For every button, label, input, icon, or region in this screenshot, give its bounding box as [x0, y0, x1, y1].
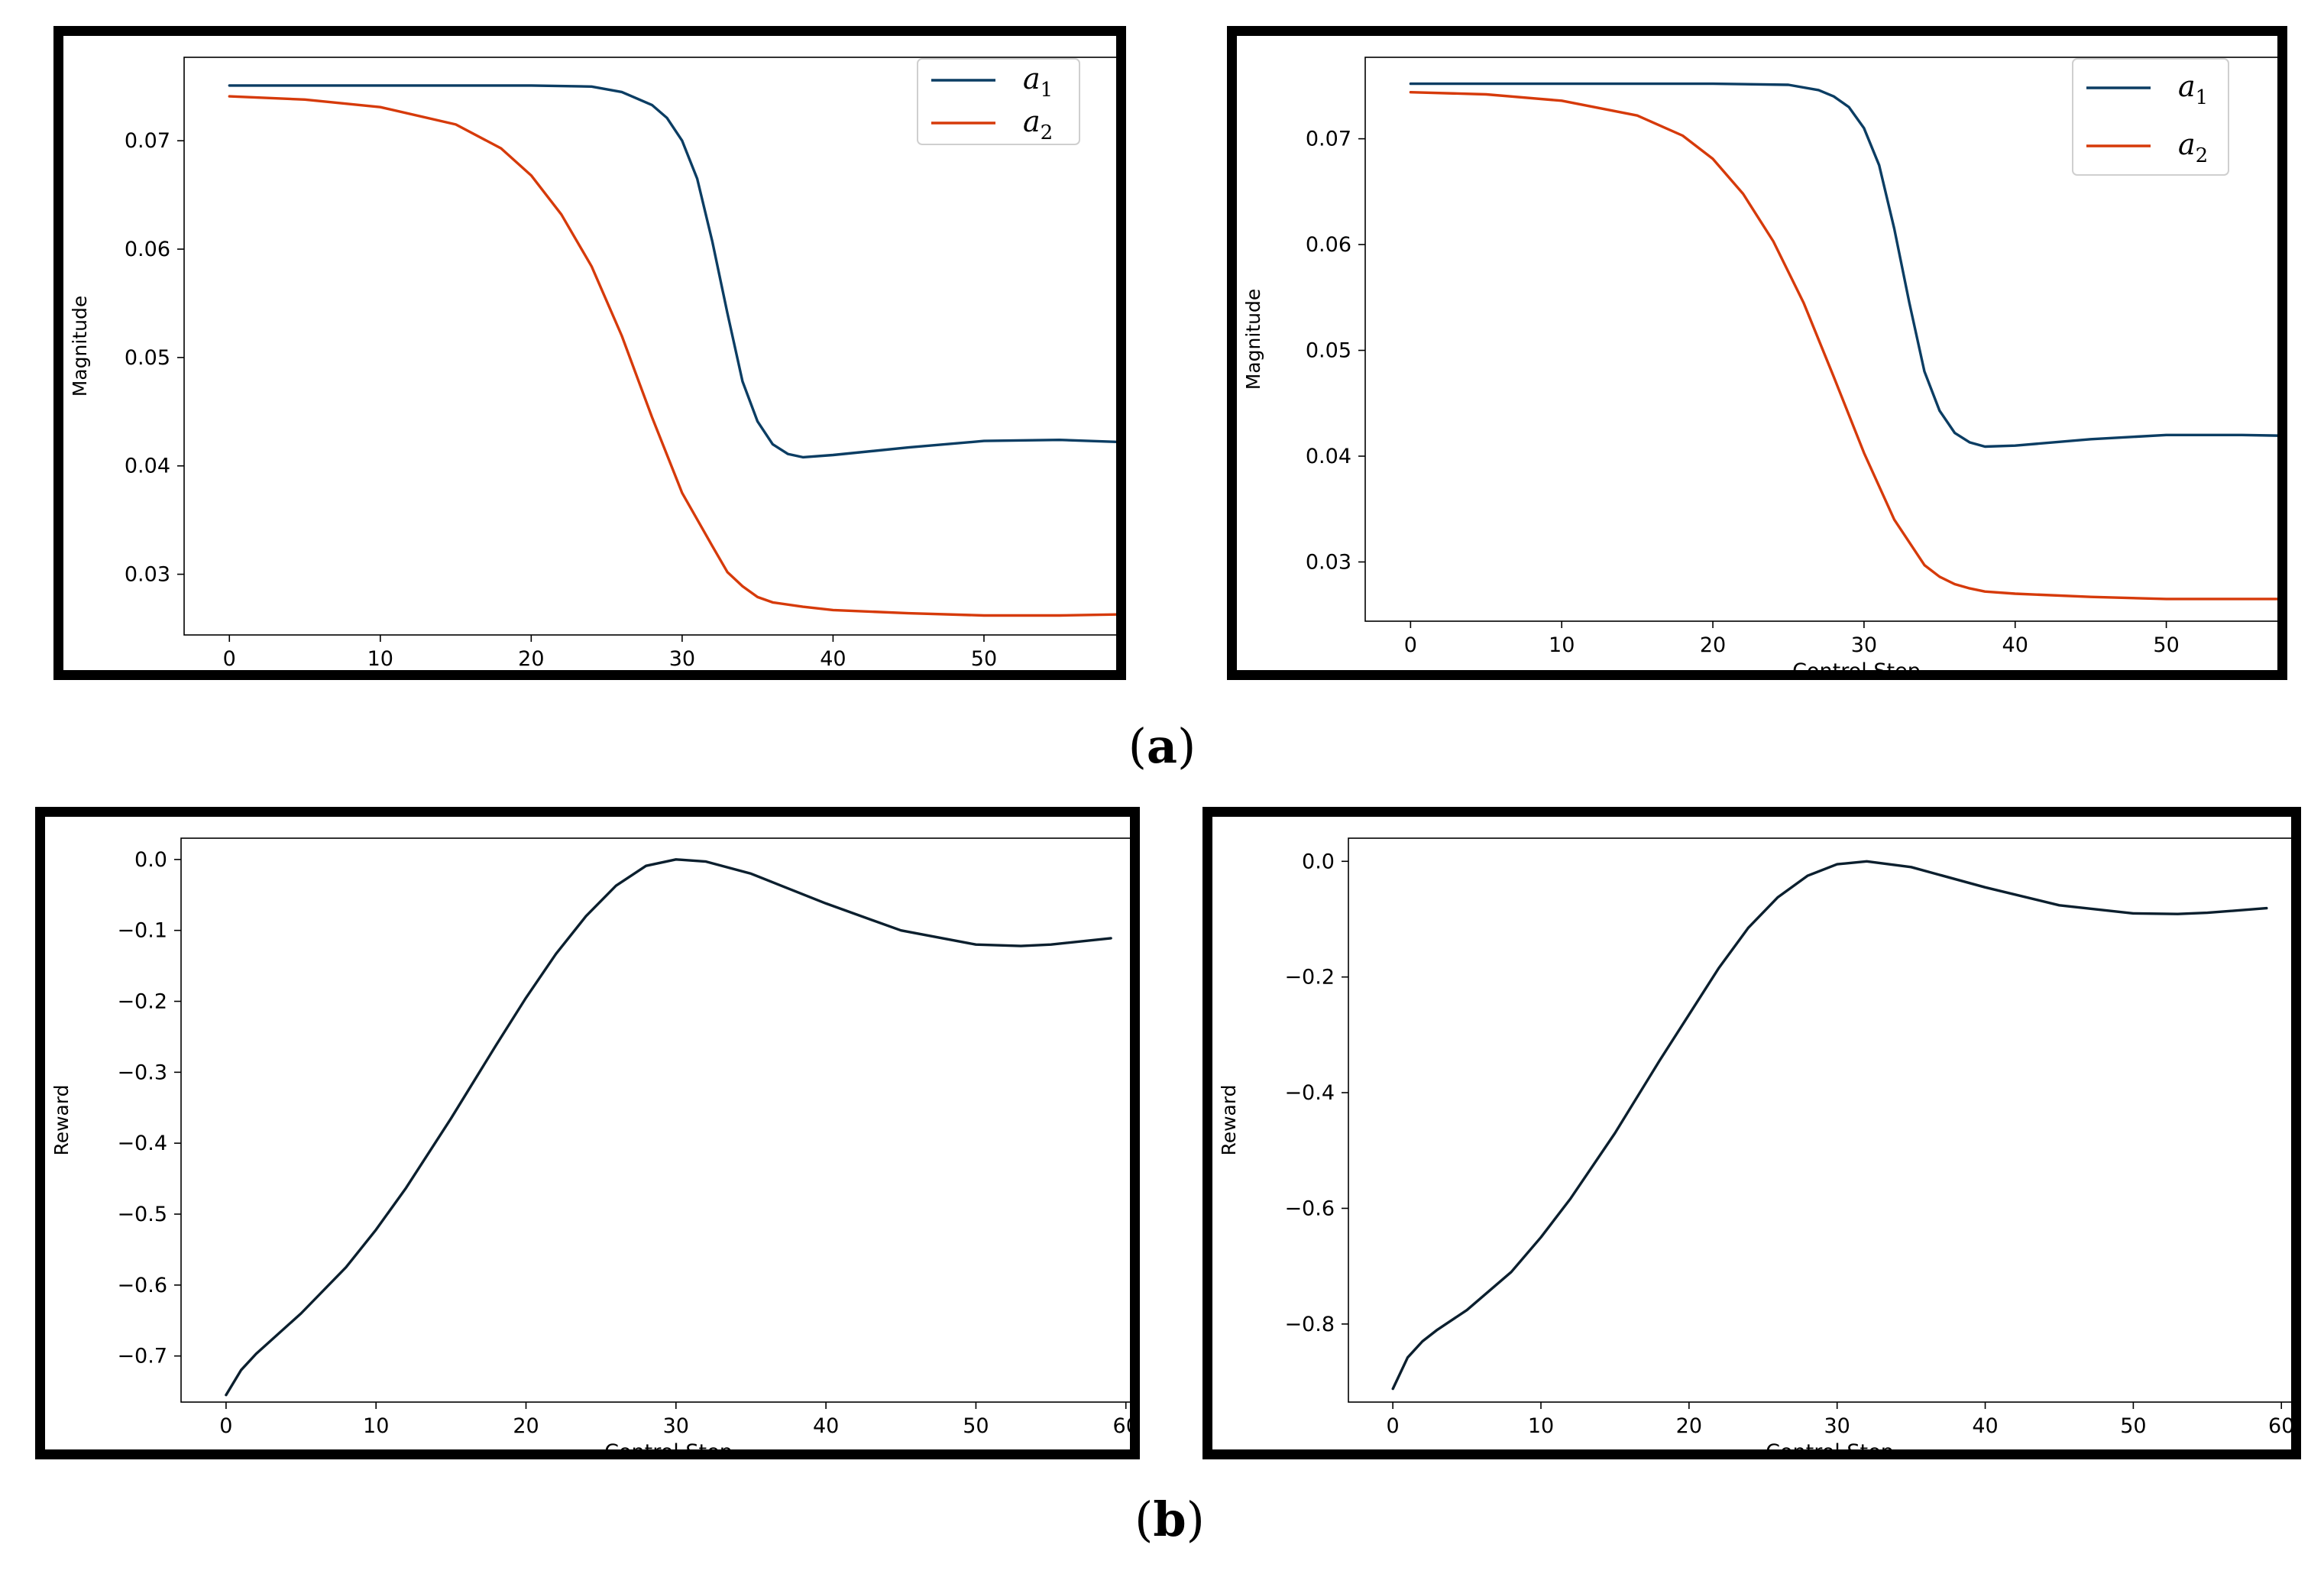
x-tick-label: 20 [518, 647, 544, 670]
series-line-reward [1391, 860, 2268, 1391]
x-tick-label: 60 [2268, 1414, 2291, 1438]
y-tick-label: −0.8 [1284, 1313, 1335, 1336]
plot-area [1364, 57, 2277, 622]
plot-area [183, 57, 1116, 636]
plot-area [180, 837, 1130, 1403]
caption-b-letter: b [1153, 1491, 1186, 1547]
x-axis-label: Control Step [604, 1440, 733, 1449]
caption-a: (a) [1128, 718, 1196, 774]
chart-a-left: 01020304050600.030.040.050.060.07Control… [69, 57, 1116, 670]
legend-label-sub: 2 [1041, 121, 1054, 144]
y-axis-label: Magnitude [69, 296, 91, 397]
x-tick-label: 10 [1549, 633, 1575, 657]
x-tick-label: 50 [2120, 1414, 2146, 1438]
x-tick-label: 30 [669, 647, 695, 670]
x-axis-label: Control Step [1766, 1440, 1894, 1449]
y-tick-label: −0.4 [117, 1132, 167, 1155]
plot-area [1348, 837, 2291, 1403]
y-axis-label: Reward [1218, 1084, 1240, 1155]
x-tick-label: 20 [1676, 1414, 1702, 1438]
x-tick-label: 20 [513, 1414, 539, 1438]
x-tick-label: 50 [971, 647, 997, 670]
x-tick-label: 30 [1824, 1414, 1850, 1438]
series-line-reward [225, 858, 1112, 1397]
y-tick-label: −0.3 [117, 1061, 167, 1084]
x-tick-label: 10 [367, 647, 393, 670]
caption-b: (b) [1134, 1491, 1205, 1547]
x-tick-label: 40 [813, 1414, 839, 1438]
y-tick-label: 0.07 [1306, 128, 1351, 151]
y-tick-label: −0.1 [117, 919, 167, 943]
x-tick-label: 0 [219, 1414, 232, 1438]
y-tick-label: 0.0 [134, 848, 167, 872]
chart-a-right: 01020304050600.030.040.050.060.07Control… [1242, 57, 2277, 670]
legend-label-a2: a2 [2178, 128, 2208, 167]
y-axis-label: Reward [50, 1084, 73, 1155]
legend-label-sub: 1 [1041, 79, 1054, 102]
y-tick-label: 0.03 [1306, 550, 1351, 574]
x-tick-label: 30 [663, 1414, 689, 1438]
x-tick-label: 60 [1113, 1414, 1130, 1438]
series-line-a1 [1409, 82, 2277, 449]
x-tick-label: 10 [1528, 1414, 1554, 1438]
x-tick-label: 10 [363, 1414, 389, 1438]
legend-label-a1: a1 [2178, 70, 2208, 109]
legend-label-sub: 1 [2196, 86, 2209, 109]
y-tick-label: 0.05 [125, 346, 170, 370]
series-line-a2 [228, 95, 1116, 617]
legend-label-main: a [1023, 62, 1041, 96]
y-tick-label: −0.2 [117, 990, 167, 1014]
chart-b-right: 0 10 20 30 40 50 60 0.0 −0.2 −0.4 −0.6 −0.8 Control … [1218, 837, 2291, 1449]
series-line-a2 [1409, 91, 2277, 601]
x-axis-label: Control Step [1792, 659, 1921, 670]
chart-b-left: 0 10 20 30 40 50 60 0.0 −0.1 −0.2 −0.3 −0.4 −0.5 −0.6… [50, 837, 1130, 1449]
y-axis-label: Magnitude [1242, 289, 1264, 390]
chart-frame-a-right: 01020304050600.030.040.050.060.07Control… [1227, 26, 2287, 680]
y-tick-label: 0.04 [1306, 445, 1351, 468]
y-tick-label: −0.2 [1284, 966, 1335, 989]
legend-label-a2: a2 [1023, 105, 1053, 144]
x-tick-label: 0 [1387, 1414, 1400, 1438]
y-tick-label: −0.4 [1284, 1081, 1335, 1105]
legend-label-main: a [2178, 128, 2196, 161]
y-tick-label: −0.6 [117, 1274, 167, 1297]
y-tick-label: 0.04 [125, 455, 170, 478]
legend-label-sub: 2 [2196, 144, 2209, 167]
chart-frame-a-left: 01020304050600.030.040.050.060.07Control… [53, 26, 1126, 680]
y-tick-label: 0.0 [1302, 850, 1335, 873]
chart-frame-b-right: 0 10 20 30 40 50 60 0.0 −0.2 −0.4 −0.6 −0.8 Control … [1202, 807, 2301, 1459]
x-tick-label: 40 [820, 647, 846, 670]
legend-label-main: a [2178, 70, 2196, 103]
y-tick-label: 0.05 [1306, 339, 1351, 363]
y-tick-label: −0.6 [1284, 1197, 1335, 1220]
caption-a-letter: a [1146, 718, 1178, 774]
x-tick-label: 0 [223, 647, 236, 670]
y-tick-label: 0.06 [125, 238, 170, 261]
y-tick-label: −0.7 [117, 1345, 167, 1368]
y-tick-label: 0.03 [125, 563, 170, 587]
y-tick-label: 0.06 [1306, 233, 1351, 257]
y-tick-label: −0.5 [117, 1203, 167, 1226]
x-tick-label: 30 [1851, 633, 1877, 657]
x-tick-label: 0 [1404, 633, 1417, 657]
legend-box [917, 58, 1080, 145]
legend-label-a1: a1 [1023, 62, 1053, 102]
x-tick-label: 20 [1700, 633, 1726, 657]
x-tick-label: 50 [963, 1414, 989, 1438]
legend-label-main: a [1023, 105, 1041, 138]
series-line-a1 [228, 84, 1116, 459]
x-tick-label: 40 [1972, 1414, 1998, 1438]
x-tick-label: 40 [2002, 633, 2028, 657]
y-tick-label: 0.07 [125, 129, 170, 153]
chart-frame-b-left: 0 10 20 30 40 50 60 0.0 −0.1 −0.2 −0.3 −0.4 −0.5 −0.6… [35, 807, 1140, 1459]
x-tick-label: 50 [2153, 633, 2179, 657]
